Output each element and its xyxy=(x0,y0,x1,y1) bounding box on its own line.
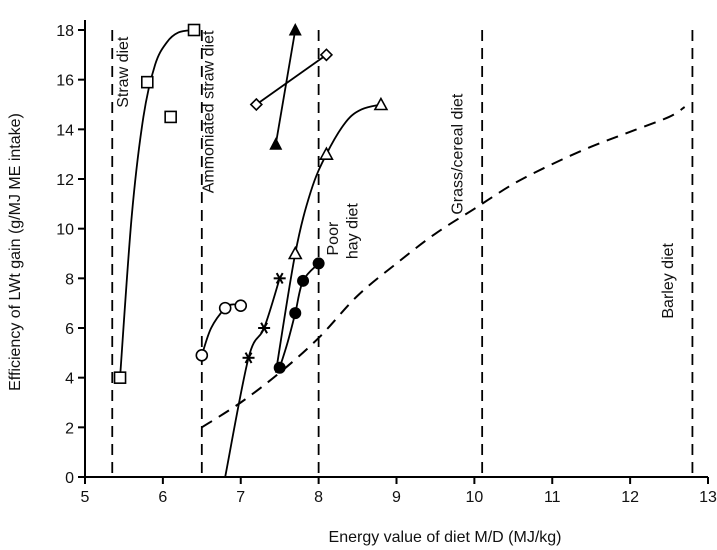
marker-square xyxy=(165,111,176,122)
y-tick-label: 18 xyxy=(56,23,74,40)
marker-square xyxy=(142,77,153,88)
y-axis-title: Efficiency of LWt gain (g/MJ ME intake) xyxy=(7,113,24,391)
diet-annotation: Poor xyxy=(325,221,342,255)
diet-boundary-lines xyxy=(112,30,692,477)
y-tick-label: 16 xyxy=(56,73,74,90)
marker-square xyxy=(115,372,126,383)
marker-triangle-open xyxy=(320,148,332,159)
marker-triangle-filled xyxy=(289,23,302,36)
y-tick-label: 12 xyxy=(56,172,74,189)
marker-circle-open xyxy=(235,300,246,311)
x-tick-label: 9 xyxy=(392,489,401,506)
y-tick-label: 4 xyxy=(65,371,74,388)
x-tick-label: 5 xyxy=(81,489,90,506)
diet-annotation: Straw diet xyxy=(115,36,132,108)
series-curve-triangle-filled xyxy=(276,30,295,144)
reference-curve-group xyxy=(202,107,685,427)
axes-group: 5 6 7 8 9 10 11 12 13 0 2 4 6 8 10 12 14 16 18 xyxy=(56,20,717,506)
x-tick-label: 7 xyxy=(236,489,245,506)
y-tick-label: 2 xyxy=(65,420,74,437)
x-tick-label: 13 xyxy=(699,489,717,506)
marker-circle-filled xyxy=(297,275,309,287)
diet-annotation: Barley diet xyxy=(660,242,677,318)
marker-circle-open xyxy=(220,303,231,314)
marker-diamond xyxy=(321,49,332,60)
y-tick-label: 10 xyxy=(56,222,74,239)
marker-circle-filled xyxy=(289,307,301,319)
series-curve-asterisk xyxy=(225,278,280,477)
marker-square xyxy=(189,25,200,36)
y-tick-label: 8 xyxy=(65,271,74,288)
marker-circle-open xyxy=(196,350,207,361)
x-tick-label: 12 xyxy=(621,489,639,506)
y-tick-label: 0 xyxy=(65,470,74,487)
marker-asterisk xyxy=(258,323,270,333)
marker-triangle-filled xyxy=(269,137,282,150)
diet-annotation: Grass/cereal diet xyxy=(450,93,467,214)
x-tick-label: 10 xyxy=(465,489,483,506)
annotations-group: Straw diet Ammoniated straw diet Poor hay d… xyxy=(115,30,677,319)
y-tick-label: 6 xyxy=(65,321,74,338)
marker-asterisk xyxy=(274,273,286,283)
marker-triangle-open xyxy=(289,248,301,259)
x-tick-label: 8 xyxy=(314,489,323,506)
x-axis-title: Energy value of diet M/D (MJ/kg) xyxy=(329,529,562,546)
x-tick-label: 6 xyxy=(158,489,167,506)
y-tick-label: 14 xyxy=(56,122,74,139)
reference-curve xyxy=(202,107,685,427)
series-curve-diamond xyxy=(256,55,326,105)
diet-annotation: hay diet xyxy=(345,203,362,260)
x-tick-label: 11 xyxy=(544,489,561,506)
marker-diamond xyxy=(251,99,262,110)
diet-annotation: Ammoniated straw diet xyxy=(200,30,217,193)
marker-circle-filled xyxy=(313,257,325,269)
marker-triangle-open xyxy=(375,99,387,110)
